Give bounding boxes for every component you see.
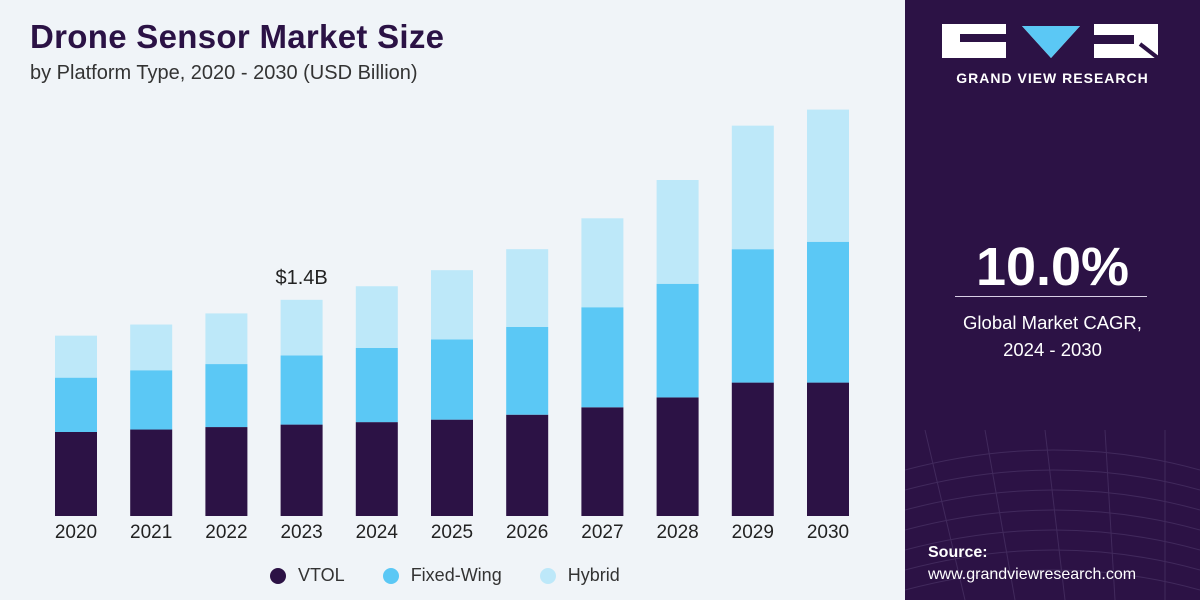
bar-fixed-wing-2024 xyxy=(355,348,398,423)
cagr-label-line2: 2024 - 2030 xyxy=(1003,339,1102,360)
x-tick-label: 2027 xyxy=(581,522,623,543)
bar-vtol-2020 xyxy=(55,432,97,516)
bar-fixed-wing-2022 xyxy=(205,364,248,428)
x-tick-label: 2026 xyxy=(506,522,548,543)
cagr-label: Global Market CAGR, 2024 - 2030 xyxy=(905,309,1200,363)
bar-fixed-wing-2021 xyxy=(130,370,173,430)
chart-subtitle: by Platform Type, 2020 - 2030 (USD Billi… xyxy=(30,62,418,84)
source-label: Source: xyxy=(928,544,988,561)
x-tick-label: 2021 xyxy=(130,522,172,543)
bar-chart: 2020 2021 2022 2023 2024 2025 2026 2027 2028 2029… xyxy=(55,109,849,543)
legend-label: Fixed-Wing xyxy=(410,565,502,585)
bar-vtol-2027 xyxy=(581,407,624,516)
legend-label: VTOL xyxy=(298,565,345,585)
legend-swatch xyxy=(270,567,286,584)
bar-hybrid-2026 xyxy=(506,249,549,327)
bar-vtol-2024 xyxy=(355,422,398,516)
bar-vtol-2026 xyxy=(506,414,549,516)
legend-label: Hybrid xyxy=(567,565,620,585)
bar-hybrid-2030 xyxy=(807,109,849,242)
x-tick-label: 2025 xyxy=(431,522,473,543)
bar-hybrid-2029 xyxy=(731,125,774,250)
bar-fixed-wing-2025 xyxy=(431,339,473,420)
bar-fixed-wing-2027 xyxy=(581,307,624,408)
source-url[interactable]: www.grandviewresearch.com xyxy=(928,566,1137,583)
bar-vtol-2023 xyxy=(280,424,323,516)
x-tick-label: 2023 xyxy=(280,522,322,543)
x-tick-label: 2024 xyxy=(356,522,399,543)
bar-hybrid-2027 xyxy=(581,218,624,308)
bar-vtol-2021 xyxy=(130,429,173,516)
chart-legend: VTOL Fixed-Wing Hybrid xyxy=(270,565,658,586)
data-label: $1.4B xyxy=(275,267,327,289)
bar-hybrid-2028 xyxy=(656,180,699,284)
legend-item-fixed-wing: Fixed-Wing xyxy=(382,565,502,586)
x-tick-label: 2028 xyxy=(656,522,698,543)
bar-vtol-2022 xyxy=(205,427,248,516)
chart-title: Drone Sensor Market Size xyxy=(30,18,445,55)
x-tick-label: 2030 xyxy=(807,522,849,543)
bar-vtol-2029 xyxy=(731,382,774,516)
info-panel: GRAND VIEW RESEARCH 10.0% Global Market … xyxy=(905,0,1200,600)
legend-swatch xyxy=(539,567,556,584)
bar-hybrid-2020 xyxy=(55,335,97,378)
x-tick-label: 2029 xyxy=(732,522,774,543)
bar-fixed-wing-2020 xyxy=(55,377,97,432)
legend-item-vtol: VTOL xyxy=(270,565,345,586)
bar-vtol-2028 xyxy=(656,397,699,516)
bar-fixed-wing-2026 xyxy=(506,327,549,415)
brand-logo xyxy=(942,24,1160,60)
cagr-value: 10.0% xyxy=(975,237,1130,297)
bar-hybrid-2021 xyxy=(130,324,173,371)
legend-item-hybrid: Hybrid xyxy=(539,565,620,586)
bar-fixed-wing-2023 xyxy=(280,355,323,425)
panel-texture xyxy=(905,429,1200,600)
brand-name: GRAND VIEW RESEARCH xyxy=(956,70,1149,86)
bar-hybrid-2025 xyxy=(431,270,473,340)
bar-fixed-wing-2028 xyxy=(656,283,699,398)
bar-hybrid-2023 xyxy=(280,299,323,356)
bar-hybrid-2022 xyxy=(205,313,248,365)
chart-panel: Drone Sensor Market Size by Platform Typ… xyxy=(30,18,850,586)
cagr-divider xyxy=(955,296,1147,297)
bar-fixed-wing-2029 xyxy=(731,249,774,383)
cagr-label-line1: Global Market CAGR, xyxy=(963,312,1142,333)
x-tick-label: 2022 xyxy=(205,522,247,543)
legend-swatch xyxy=(382,567,399,584)
bar-vtol-2025 xyxy=(431,419,473,516)
bar-vtol-2030 xyxy=(807,382,849,516)
x-tick-label: 2020 xyxy=(55,522,97,543)
bar-fixed-wing-2030 xyxy=(807,241,849,383)
bar-hybrid-2024 xyxy=(355,286,398,348)
